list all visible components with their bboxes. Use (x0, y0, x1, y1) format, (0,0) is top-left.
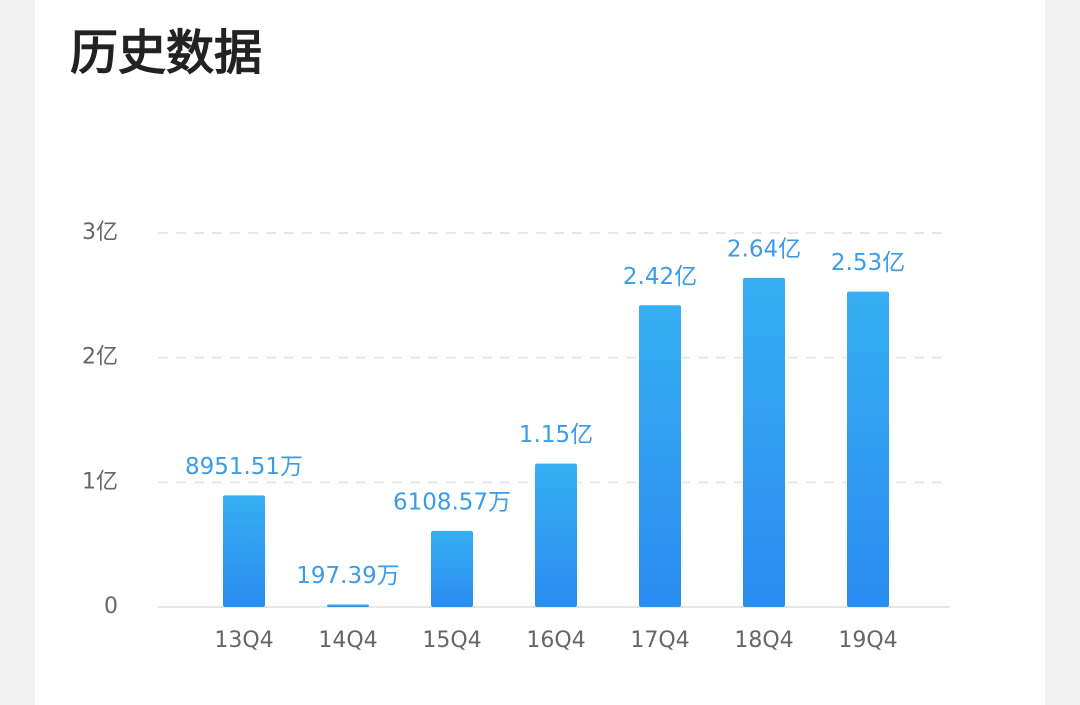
y-tick-label: 1亿 (82, 469, 118, 494)
bar (223, 495, 265, 607)
value-label: 2.53亿 (831, 250, 905, 276)
value-label: 8951.51万 (185, 454, 303, 480)
x-tick-label: 14Q4 (318, 628, 377, 653)
x-tick-label: 16Q4 (526, 628, 585, 653)
x-tick-label: 13Q4 (214, 628, 273, 653)
bar (535, 463, 577, 607)
x-tick-label: 15Q4 (422, 628, 481, 653)
bar (639, 305, 681, 607)
bar (847, 291, 889, 607)
x-tick-label: 17Q4 (630, 628, 689, 653)
bar (743, 277, 785, 607)
value-label: 2.64亿 (727, 236, 801, 262)
y-tick-label: 3亿 (82, 220, 118, 245)
x-tick-label: 19Q4 (838, 628, 897, 653)
value-label: 1.15亿 (519, 422, 593, 448)
value-label: 6108.57万 (393, 489, 511, 515)
y-tick-label: 2亿 (82, 345, 118, 370)
chart-title: 历史数据 (70, 25, 262, 81)
y-tick-label: 0 (104, 594, 118, 619)
bar (327, 604, 369, 607)
value-label: 197.39万 (296, 563, 399, 589)
x-tick-label: 18Q4 (734, 628, 793, 653)
bar (431, 530, 473, 607)
value-label: 2.42亿 (623, 264, 697, 290)
